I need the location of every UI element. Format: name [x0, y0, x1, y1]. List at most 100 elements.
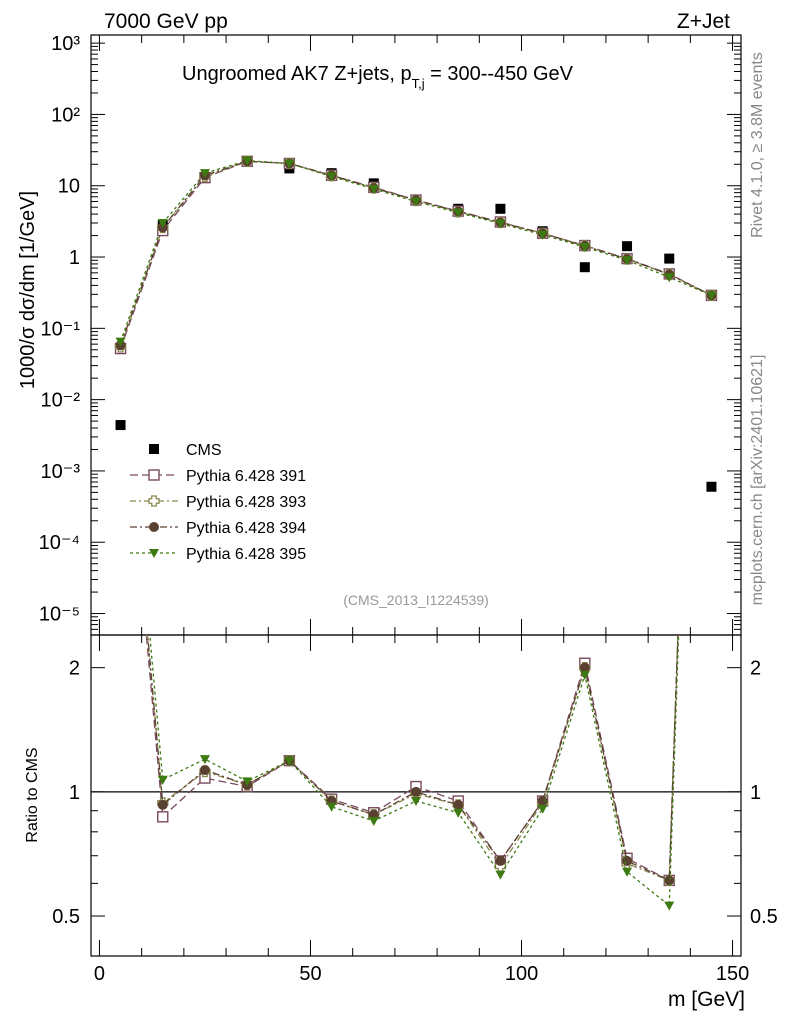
ratio-y-tick-label-right: 1	[750, 782, 761, 804]
data-point	[284, 159, 295, 169]
data-point	[622, 256, 633, 266]
legend-label: Pythia 6.428 391	[186, 468, 306, 485]
header-right-label: Z+Jet	[677, 10, 730, 33]
title-sub: T,j	[412, 76, 425, 91]
title-tail: = 300--450 GeV	[425, 63, 574, 85]
ratio-point	[495, 870, 506, 880]
header-left-label: 7000 GeV pp	[104, 10, 228, 33]
data-point	[537, 230, 548, 240]
data-point	[115, 337, 126, 347]
main-plot-title: Ungroomed AK7 Z+jets, pT,j = 300--450 Ge…	[182, 63, 574, 91]
ratio-point	[326, 802, 337, 812]
ratio-point	[157, 799, 168, 810]
legend-entry: Pythia 6.428 391	[130, 468, 306, 485]
ratio-line	[149, 635, 680, 907]
ratio-point	[116, 325, 126, 335]
y-tick-label: 10³	[51, 33, 80, 55]
ratio-line	[146, 635, 679, 882]
legend-entry: Pythia 6.428 394	[130, 520, 306, 537]
data-point	[706, 291, 717, 301]
legend-marker	[148, 495, 160, 507]
y-tick-label: 10	[58, 176, 80, 198]
x-tick-label: 0	[94, 963, 105, 985]
x-tick-label: 50	[299, 963, 321, 985]
ratio-point	[453, 799, 464, 810]
ratio-plot-frame	[90, 634, 742, 957]
ratio-point	[199, 755, 210, 765]
ratio-point	[579, 662, 590, 673]
ratio-point	[157, 811, 169, 823]
data-point	[664, 273, 675, 283]
ratio-line	[147, 635, 679, 882]
x-axis-label: m [GeV]	[668, 988, 745, 1011]
data-point	[368, 184, 379, 194]
legend-marker	[148, 469, 160, 481]
ratio-y-tick-label: 1	[69, 782, 80, 804]
legend-entry: Pythia 6.428 395	[130, 546, 306, 563]
main-series-group	[114, 155, 718, 492]
ratio-y-tick-label-right: 2	[750, 658, 761, 680]
axis-ticks: 10⁻⁵ 10⁻⁴ 10⁻³ 10⁻² 10⁻¹ 1 10 10² 10³ 0 50 100 150 0.…	[39, 33, 778, 985]
ratio-point	[453, 808, 464, 818]
data-point	[495, 203, 506, 214]
main-y-axis-label: 1000/σ dσ/dm [1/GeV]	[17, 191, 39, 389]
y-tick-label: 10²	[51, 104, 80, 126]
rivet-version-label: Rivet 4.1.0, ≥ 3.8M events	[749, 52, 766, 238]
legend-label: CMS	[186, 442, 222, 459]
ratio-point	[116, 305, 126, 314]
y-tick-label: 10⁻³	[41, 461, 81, 483]
legend-label: Pythia 6.428 394	[186, 520, 306, 537]
ratio-y-axis-label: Ratio to CMS	[24, 747, 41, 842]
ratio-point	[411, 797, 421, 807]
legend-marker	[149, 444, 159, 454]
ratio-series-group	[116, 305, 680, 911]
mcplots-label: mcplots.cern.ch [arXiv:2401.10621]	[749, 355, 766, 606]
ratio-point	[664, 875, 675, 886]
ratio-y-tick-label: 2	[69, 658, 80, 680]
ratio-point	[537, 804, 548, 814]
legend-marker	[149, 549, 159, 558]
ratio-point	[284, 756, 295, 766]
ratio-point	[411, 786, 421, 797]
ratio-y-tick-label: 0.5	[52, 906, 80, 928]
legend-entry: Pythia 6.428 393	[130, 494, 306, 511]
ratio-point	[664, 901, 675, 911]
legend: CMS Pythia 6.428 391 Pythia 6.428 393 Pythi…	[130, 442, 306, 563]
data-point	[579, 262, 590, 273]
data-point	[199, 169, 210, 179]
ratio-pythia-6-428-394	[116, 325, 679, 886]
legend-entry: CMS	[149, 442, 222, 459]
ratio-point	[199, 764, 210, 775]
y-tick-label: 10⁻⁵	[39, 604, 80, 626]
analysis-watermark: (CMS_2013_I1224539)	[343, 592, 489, 608]
x-tick-label: 150	[716, 963, 749, 985]
data-point	[242, 156, 253, 166]
ratio-point	[495, 855, 506, 866]
data-point	[622, 241, 633, 252]
legend-label: Pythia 6.428 395	[186, 546, 306, 563]
y-tick-label: 1	[69, 247, 80, 269]
ratio-point	[537, 796, 548, 807]
ratio-point	[579, 670, 590, 680]
markers-pythia-6-428-395	[115, 156, 717, 347]
x-tick-label: 100	[505, 963, 538, 985]
main-plot-frame	[90, 34, 742, 636]
legend-label: Pythia 6.428 393	[186, 494, 306, 511]
data-point	[579, 243, 590, 253]
ratio-point	[242, 777, 253, 787]
y-tick-label: 10⁻²	[41, 390, 81, 412]
ratio-point	[157, 775, 168, 785]
data-point	[495, 219, 506, 229]
data-point	[115, 420, 126, 431]
legend-marker	[149, 522, 159, 532]
data-point	[326, 172, 337, 182]
ratio-line	[145, 635, 679, 882]
ratio-pythia-6-428-395	[116, 305, 680, 911]
title-main: Ungroomed AK7 Z+jets, p	[182, 63, 412, 85]
y-tick-label: 10⁻⁴	[39, 532, 80, 554]
data-point	[411, 197, 421, 207]
data-point	[453, 208, 464, 218]
ratio-point	[622, 867, 633, 877]
ratio-point	[368, 816, 379, 826]
